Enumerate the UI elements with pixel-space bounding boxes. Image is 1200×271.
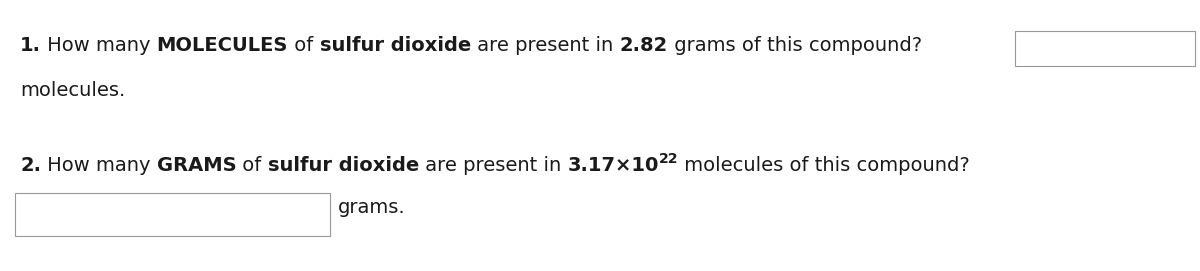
- Text: How many: How many: [41, 36, 157, 55]
- Text: 1.: 1.: [20, 36, 41, 55]
- Text: molecules.: molecules.: [20, 81, 125, 100]
- Text: grams of this compound?: grams of this compound?: [667, 36, 922, 55]
- Text: How many: How many: [41, 156, 157, 175]
- Text: of: of: [288, 36, 319, 55]
- Text: molecules of this compound?: molecules of this compound?: [678, 156, 971, 175]
- Text: sulfur dioxide: sulfur dioxide: [319, 36, 470, 55]
- Text: sulfur dioxide: sulfur dioxide: [268, 156, 419, 175]
- Text: 2.82: 2.82: [619, 36, 667, 55]
- Text: 22: 22: [659, 152, 678, 166]
- Text: GRAMS: GRAMS: [157, 156, 236, 175]
- Text: 2.: 2.: [20, 156, 41, 175]
- Text: are present in: are present in: [470, 36, 619, 55]
- Text: are present in: are present in: [419, 156, 568, 175]
- Text: MOLECULES: MOLECULES: [157, 36, 288, 55]
- Text: of: of: [236, 156, 268, 175]
- Text: grams.: grams.: [338, 198, 406, 217]
- Text: 3.17×10: 3.17×10: [568, 156, 659, 175]
